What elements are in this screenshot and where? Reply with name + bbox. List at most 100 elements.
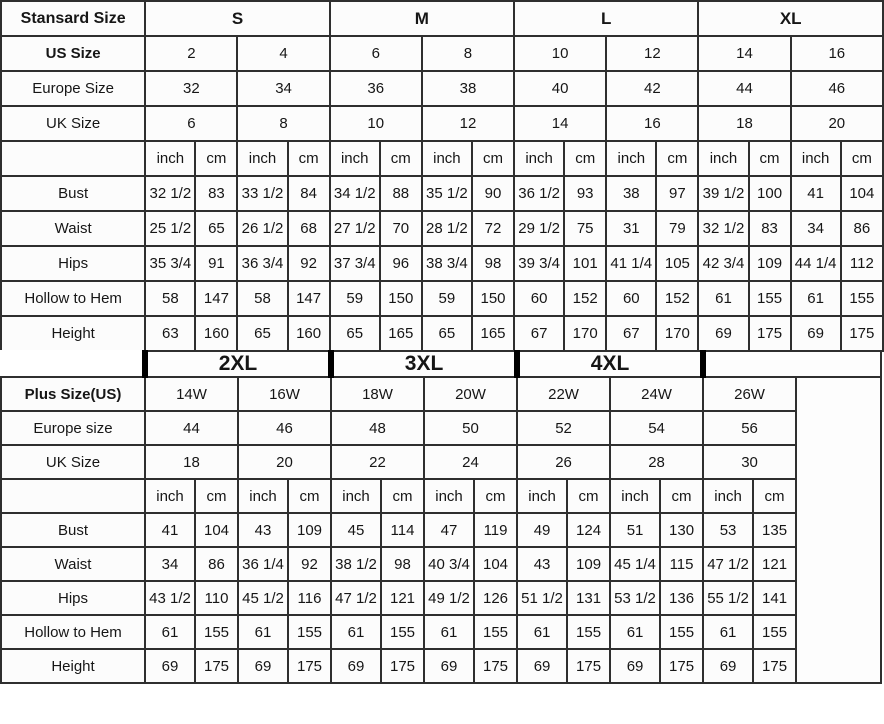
row-label: Hips xyxy=(0,245,147,282)
measure-cell: 88 xyxy=(378,175,423,212)
measure-cell: 155 xyxy=(473,614,519,650)
row-label: UK Size xyxy=(0,105,147,142)
size-cell: 16W xyxy=(236,376,333,412)
size-cell: 10 xyxy=(513,35,608,72)
measure-cell: 165 xyxy=(378,315,423,352)
size-cell: 38 xyxy=(420,70,516,107)
size-cell: 18W xyxy=(330,376,426,412)
measure-cell: 65 xyxy=(194,210,239,247)
unit-cell-cm: cm xyxy=(194,478,239,514)
measure-cell: 69 xyxy=(144,648,196,684)
measure-cell: 121 xyxy=(752,546,798,582)
measure-cell: 41 1/4 xyxy=(605,245,658,282)
measure-cell: 121 xyxy=(380,580,426,616)
unit-cell-inch: inch xyxy=(330,478,383,514)
measure-cell: 61 xyxy=(789,280,842,317)
measure-cell: 101 xyxy=(563,245,608,282)
table-row: inch cm inch cm inch cm inch cm inch cm inch cm inch… xyxy=(0,478,881,514)
measure-cell: 61 xyxy=(697,280,750,317)
unit-cell-inch: inch xyxy=(789,140,842,177)
measure-cell: 26 1/2 xyxy=(236,210,289,247)
size-cell: 4 xyxy=(236,35,331,72)
row-label: Plus Size(US) xyxy=(0,376,146,412)
size-cell: 24 xyxy=(423,444,519,480)
measure-cell: 155 xyxy=(659,614,705,650)
measure-cell: 41 xyxy=(789,175,842,212)
table-row: US Size 2 4 6 8 10 12 14 16 xyxy=(0,35,884,72)
measure-cell: 39 3/4 xyxy=(513,245,566,282)
measure-cell: 155 xyxy=(747,280,792,317)
measure-cell: 83 xyxy=(194,175,239,212)
table-row: Height 69 175 69 175 69 175 69 175 69 175 69 175 69 17… xyxy=(0,648,881,684)
measure-cell: 115 xyxy=(659,546,705,582)
measure-cell: 37 3/4 xyxy=(328,245,381,282)
measure-cell: 114 xyxy=(380,512,426,548)
measure-cell: 69 xyxy=(516,648,569,684)
size-cell: 48 xyxy=(330,410,426,446)
row-label-empty xyxy=(0,478,146,514)
measure-cell: 155 xyxy=(380,614,426,650)
measure-cell: 97 xyxy=(655,175,700,212)
measure-cell: 65 xyxy=(328,315,381,352)
measure-cell: 86 xyxy=(839,210,884,247)
size-cell: 46 xyxy=(789,70,884,107)
table-row: Stansard Size S M L XL xyxy=(0,0,884,37)
row-label: Hips xyxy=(0,580,146,616)
measure-cell: 110 xyxy=(194,580,239,616)
measure-cell: 116 xyxy=(286,580,333,616)
measure-cell: 86 xyxy=(194,546,239,582)
unit-cell-cm: cm xyxy=(194,140,239,177)
table-row: Hips 35 3/4 91 36 3/4 92 37 3/4 96 38 3/4 98 39 3… xyxy=(0,245,884,282)
standard-size-table: Stansard Size S M L XL US Size 2 4 6 8 10 12 14 16 Eur… xyxy=(0,0,884,352)
measure-cell: 35 1/2 xyxy=(420,175,473,212)
measure-cell: 61 xyxy=(702,614,755,650)
unit-cell-cm: cm xyxy=(378,140,423,177)
measure-cell: 47 xyxy=(423,512,476,548)
size-cell: 14 xyxy=(697,35,792,72)
measure-cell: 31 xyxy=(605,210,658,247)
measure-cell: 51 xyxy=(609,512,662,548)
size-cell: 6 xyxy=(144,105,239,142)
band-label-3xl: 3XL xyxy=(328,350,519,378)
unit-cell-cm: cm xyxy=(286,140,331,177)
size-cell: 8 xyxy=(420,35,516,72)
measure-cell: 28 1/2 xyxy=(420,210,473,247)
measure-cell: 155 xyxy=(752,614,798,650)
size-cell: 28 xyxy=(609,444,705,480)
band-corner xyxy=(1,351,145,377)
size-cell: 40 xyxy=(513,70,608,107)
measure-cell: 47 1/2 xyxy=(702,546,755,582)
size-cell: 50 xyxy=(423,410,519,446)
row-label: Bust xyxy=(0,512,146,548)
table-row: Bust 41 104 43 109 45 114 47 119 49 124 51 130 53 135 xyxy=(0,512,881,548)
size-cell: 56 xyxy=(702,410,798,446)
table-row: Hollow to Hem 58 147 58 147 59 150 59 150 60 152 60… xyxy=(0,280,884,317)
row-label: Hollow to Hem xyxy=(0,280,147,317)
size-cell: 32 xyxy=(144,70,239,107)
measure-cell: 160 xyxy=(286,315,331,352)
measure-cell: 36 1/4 xyxy=(237,546,289,582)
measure-cell: 79 xyxy=(655,210,700,247)
measure-cell: 34 1/2 xyxy=(328,175,381,212)
table-row: Plus Size(US) 14W 16W 18W 20W 22W 24W 26W xyxy=(0,376,883,684)
measure-cell: 35 3/4 xyxy=(144,245,197,282)
measure-cell: 96 xyxy=(378,245,423,282)
unit-cell-cm: cm xyxy=(566,478,612,514)
row-label-empty xyxy=(0,140,147,177)
size-cell: 52 xyxy=(516,410,612,446)
measure-cell: 92 xyxy=(286,245,331,282)
row-label: Waist xyxy=(0,210,147,247)
measure-cell: 43 xyxy=(237,512,289,548)
size-cell: 22 xyxy=(330,444,426,480)
band-end-cell xyxy=(700,350,883,378)
size-cell: 14 xyxy=(513,105,608,142)
measure-cell: 136 xyxy=(659,580,705,616)
unit-cell-cm: cm xyxy=(839,140,884,177)
unit-cell-cm: cm xyxy=(752,478,798,514)
measure-cell: 93 xyxy=(563,175,608,212)
measure-cell: 155 xyxy=(194,614,239,650)
size-cell: 20 xyxy=(789,105,884,142)
measure-cell: 150 xyxy=(470,280,516,317)
measure-cell: 59 xyxy=(328,280,381,317)
table-row: 2XL 3XL 4XL xyxy=(1,350,883,378)
